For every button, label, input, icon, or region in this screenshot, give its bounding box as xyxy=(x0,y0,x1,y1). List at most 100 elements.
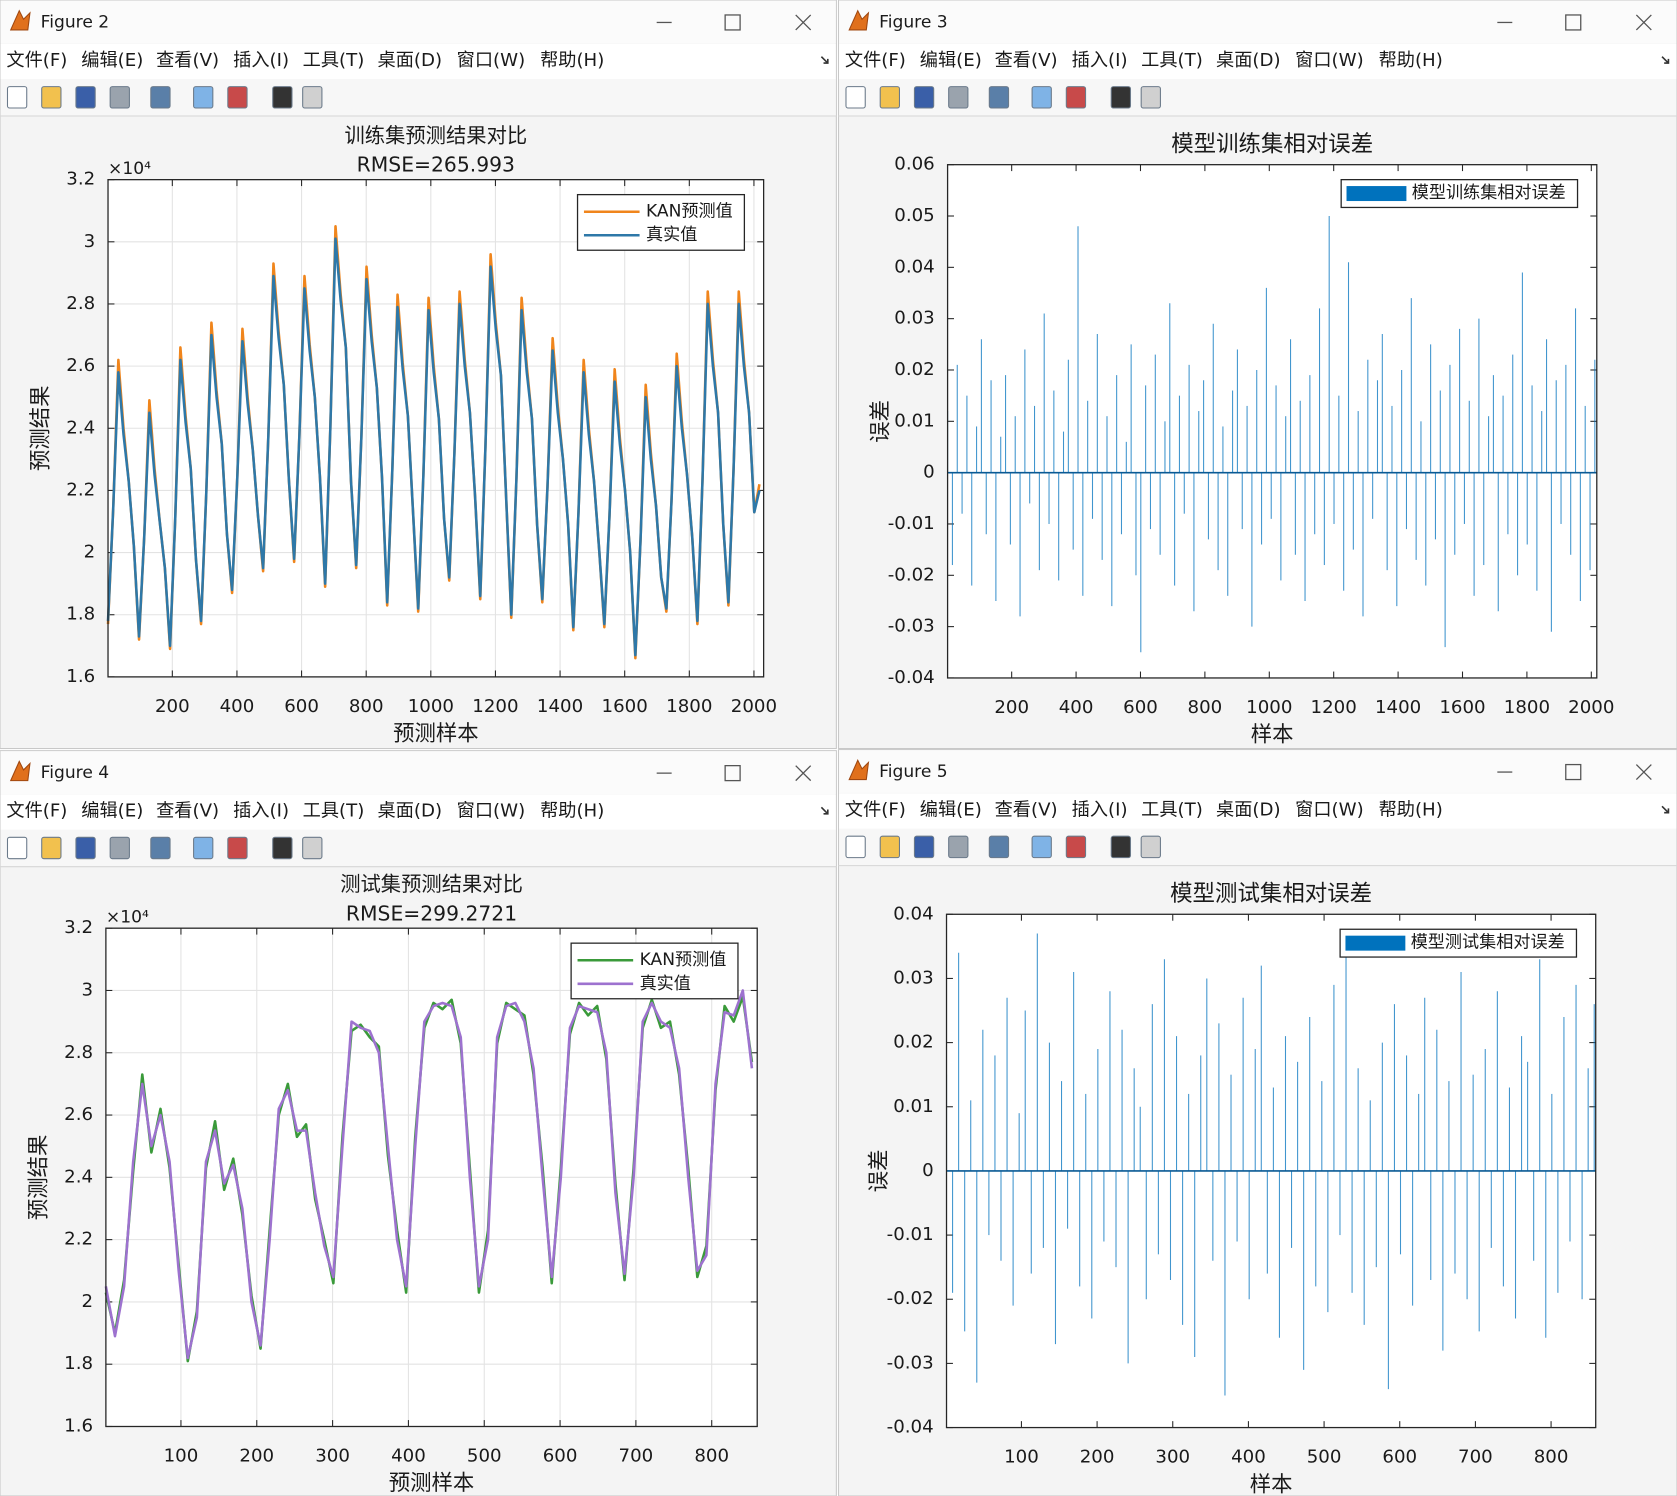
menu-item[interactable]: 查看(V) xyxy=(995,800,1058,821)
menu-item[interactable]: 窗口(W) xyxy=(1295,800,1364,821)
close-button[interactable] xyxy=(1635,764,1652,780)
toolbar-button[interactable] xyxy=(1110,835,1132,859)
maximize-button[interactable] xyxy=(1565,763,1582,781)
menu-item[interactable]: 查看(V) xyxy=(995,50,1058,71)
maximize-button[interactable] xyxy=(1565,14,1582,31)
toolbar-button[interactable] xyxy=(227,836,248,860)
menu-dock-arrow xyxy=(1661,56,1670,64)
figure-window: Figure 5 文件(F) 编辑(E) 查看(V) 插入(I) 工具(T) 桌面(D) 窗口… xyxy=(837,749,1677,1496)
y-tick-label: 2.8 xyxy=(66,293,95,314)
toolbar-button[interactable] xyxy=(988,86,1010,109)
menu-item[interactable]: 编辑(E) xyxy=(920,50,982,71)
y-tick-label: -0.02 xyxy=(888,564,935,585)
close-button[interactable] xyxy=(795,765,812,782)
toolbar-button[interactable] xyxy=(193,836,214,860)
menu-item[interactable]: 桌面(D) xyxy=(378,50,443,71)
menu-item[interactable]: 桌面(D) xyxy=(378,801,443,822)
toolbar-button[interactable] xyxy=(6,836,28,860)
x-tick-label: 1600 xyxy=(602,696,648,717)
menu-item[interactable]: 文件(F) xyxy=(845,50,906,71)
menu-item[interactable]: 编辑(E) xyxy=(81,801,143,822)
menu-item[interactable]: 插入(I) xyxy=(233,50,289,71)
menu-item[interactable]: 查看(V) xyxy=(156,50,219,71)
x-axis-label: 样本 xyxy=(1250,1472,1293,1496)
toolbar-button[interactable] xyxy=(948,86,969,109)
menu-item[interactable]: 文件(F) xyxy=(6,801,67,822)
toolbar xyxy=(0,829,836,867)
toolbar-button[interactable] xyxy=(75,836,96,860)
toolbar-button[interactable] xyxy=(988,835,1010,859)
menu-item[interactable]: 插入(I) xyxy=(233,801,289,822)
x-tick-label: 400 xyxy=(220,696,255,717)
menu-item[interactable]: 帮助(H) xyxy=(1379,50,1443,71)
toolbar-button[interactable] xyxy=(948,835,969,859)
menu-item[interactable]: 工具(T) xyxy=(1141,800,1203,821)
figure-window: Figure 4 文件(F) 编辑(E) 查看(V) 插入(I) 工具(T) 桌面(D) 窗口… xyxy=(0,750,837,1496)
toolbar-button[interactable] xyxy=(75,86,96,109)
menu-item[interactable]: 窗口(W) xyxy=(457,50,526,71)
toolbar-button[interactable] xyxy=(879,86,900,109)
x-tick-label: 400 xyxy=(1231,1447,1266,1468)
chart-title: 测试集预测结果对比 xyxy=(340,872,523,896)
app-icon xyxy=(9,9,31,31)
toolbar-button[interactable] xyxy=(879,835,900,859)
data-line xyxy=(104,989,754,1360)
y-tick-label: 1.8 xyxy=(64,1353,93,1374)
close-button[interactable] xyxy=(795,14,812,31)
menu-item[interactable]: 查看(V) xyxy=(156,801,219,822)
x-tick-label: 1800 xyxy=(666,696,712,717)
toolbar-button[interactable] xyxy=(1140,86,1161,109)
toolbar-button[interactable] xyxy=(193,86,214,109)
toolbar-button[interactable] xyxy=(1110,86,1132,109)
toolbar-button[interactable] xyxy=(272,836,293,860)
menu-item[interactable]: 插入(I) xyxy=(1072,50,1128,71)
toolbar-button[interactable] xyxy=(41,86,62,109)
toolbar-button[interactable] xyxy=(109,836,130,860)
menu-item[interactable]: 文件(F) xyxy=(6,50,67,71)
menu-item[interactable]: 工具(T) xyxy=(303,50,365,71)
toolbar-button[interactable] xyxy=(845,86,866,109)
y-tick-label: 3 xyxy=(84,231,96,252)
x-axis-label: 预测样本 xyxy=(389,1471,475,1496)
plot-area xyxy=(947,164,1597,678)
x-tick-label: 300 xyxy=(1155,1447,1190,1468)
menu-item[interactable]: 编辑(E) xyxy=(81,50,143,71)
toolbar-button[interactable] xyxy=(150,836,171,860)
x-tick-label: 100 xyxy=(1004,1447,1039,1468)
menu-item[interactable]: 工具(T) xyxy=(303,801,365,822)
toolbar-button[interactable] xyxy=(1140,835,1161,859)
menu-item[interactable]: 帮助(H) xyxy=(1379,800,1443,821)
toolbar-button[interactable] xyxy=(1031,835,1052,859)
toolbar-button[interactable] xyxy=(41,836,62,860)
menu-item[interactable]: 插入(I) xyxy=(1072,800,1128,821)
x-tick-label: 1000 xyxy=(1246,697,1292,718)
toolbar-button[interactable] xyxy=(1065,835,1087,859)
menu-item[interactable]: 窗口(W) xyxy=(1295,50,1364,71)
toolbar-button[interactable] xyxy=(272,86,293,109)
title-bar xyxy=(0,751,836,794)
menu-item[interactable]: 文件(F) xyxy=(845,800,906,821)
axes-box xyxy=(107,179,765,678)
toolbar-button[interactable] xyxy=(1065,86,1087,109)
toolbar-button[interactable] xyxy=(845,835,866,859)
maximize-button[interactable] xyxy=(724,765,741,782)
toolbar-button[interactable] xyxy=(302,836,323,860)
toolbar-button[interactable] xyxy=(6,86,28,109)
toolbar-button[interactable] xyxy=(913,86,935,109)
maximize-button[interactable] xyxy=(724,14,741,31)
toolbar-button[interactable] xyxy=(150,86,171,109)
menu-item[interactable]: 桌面(D) xyxy=(1216,800,1281,821)
y-tick-label: -0.03 xyxy=(887,1352,934,1373)
toolbar-button[interactable] xyxy=(302,86,323,109)
close-button[interactable] xyxy=(1635,14,1652,31)
toolbar-button[interactable] xyxy=(109,86,130,109)
toolbar-button[interactable] xyxy=(1031,86,1052,109)
menu-item[interactable]: 窗口(W) xyxy=(457,801,526,822)
menu-item[interactable]: 编辑(E) xyxy=(920,800,982,821)
toolbar-button[interactable] xyxy=(227,86,248,109)
toolbar-button[interactable] xyxy=(913,835,935,859)
menu-item[interactable]: 帮助(H) xyxy=(540,50,604,71)
menu-item[interactable]: 桌面(D) xyxy=(1216,50,1281,71)
menu-item[interactable]: 工具(T) xyxy=(1141,50,1203,71)
menu-item[interactable]: 帮助(H) xyxy=(540,801,604,822)
